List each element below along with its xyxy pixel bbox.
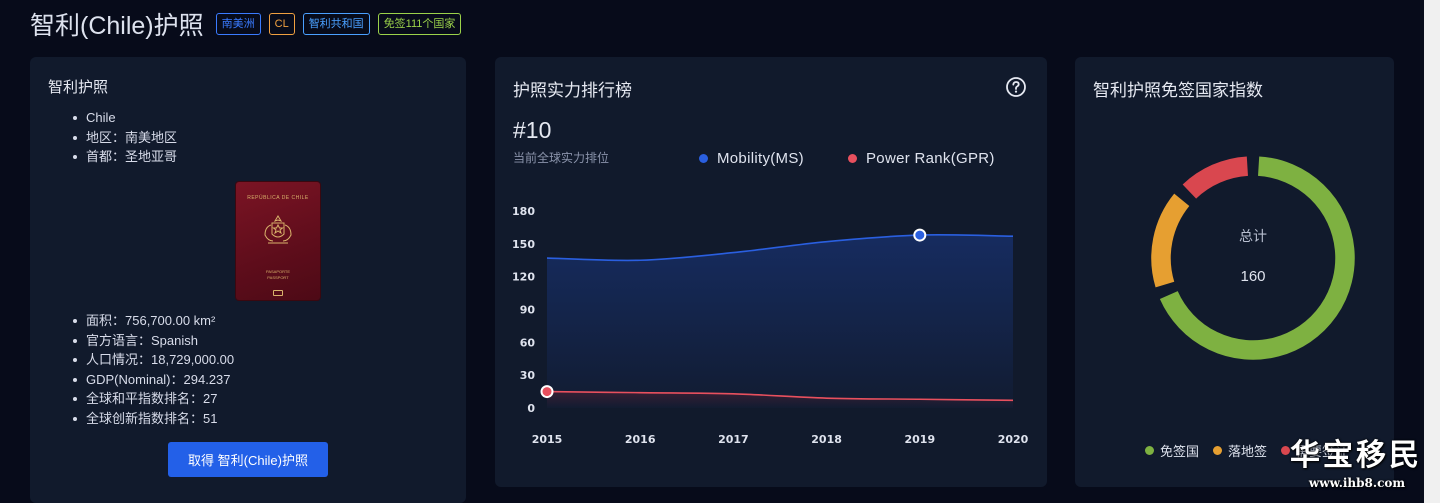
- fact-peace-index: 全球和平指数排名：27: [72, 389, 234, 409]
- tag-continent[interactable]: 南美洲: [215, 13, 261, 35]
- legend-label-mobility: Mobility(MS): [717, 150, 804, 167]
- legend-label-visa-on-arrival: 落地签: [1228, 444, 1268, 459]
- rank-value: #10: [513, 117, 552, 143]
- get-passport-button[interactable]: 取得 智利(Chile)护照: [168, 442, 328, 477]
- visa-index-title: 智利护照免签国家指数: [1093, 81, 1263, 100]
- facts-top-list: Chile 地区：南美地区 首都：圣地亚哥: [72, 108, 177, 167]
- facts-bottom-list: 面积：756,700.00 km² 官方语言：Spanish 人口情况：18,7…: [72, 311, 234, 429]
- ranking-card: 0 30 60 90 120 150 180 2015 2016 2017 2018 2019 2020…: [495, 57, 1047, 487]
- x-tick-label: 2017: [718, 433, 749, 446]
- question-circle-icon[interactable]: [1005, 76, 1027, 98]
- legend-dot-visa-on-arrival: [1213, 446, 1223, 455]
- fact-capital: 首都：圣地亚哥: [72, 147, 177, 167]
- rank-subtitle: 当前全球实力排位: [513, 151, 610, 165]
- fact-area: 面积：756,700.00 km²: [72, 311, 234, 331]
- passport-label-en: PASSPORT: [267, 275, 289, 280]
- legend-label-visa-required: 需要签证: [1296, 444, 1349, 459]
- y-tick-label: 30: [520, 369, 536, 382]
- y-tick-label: 180: [512, 205, 535, 218]
- fact-language: 官方语言：Spanish: [72, 331, 234, 351]
- passport-info-title: 智利护照: [48, 79, 109, 96]
- passport-cover-text: REPÚBLICA DE CHILE: [247, 195, 309, 201]
- tag-country-name[interactable]: 智利共和国: [302, 13, 370, 35]
- legend-item-visa-required[interactable]: 需要签证: [1281, 441, 1348, 460]
- legend-item-power-rank[interactable]: Power Rank(GPR): [848, 150, 995, 167]
- series-line: [546, 234, 1014, 262]
- donut-center-value: 160: [1240, 268, 1265, 285]
- legend-item-mobility[interactable]: Mobility(MS): [699, 150, 804, 167]
- fact-population: 人口情况：18,729,000.00: [72, 350, 234, 370]
- y-tick-label: 150: [512, 238, 535, 251]
- y-tick-label: 0: [527, 402, 535, 415]
- series-area: [547, 391, 1013, 408]
- visa-index-card: 总计 160 智利护照免签国家指数 免签国 落地签 需要签证: [1075, 57, 1394, 487]
- donut-segment[interactable]: [1159, 156, 1355, 360]
- x-tick-label: 2016: [625, 433, 656, 446]
- passport-label-es: PASAPORTE: [265, 269, 291, 274]
- series-point: [540, 385, 554, 399]
- watermark-url: www.ihb8.com: [1308, 476, 1406, 490]
- legend-label-power-rank: Power Rank(GPR): [866, 150, 995, 167]
- donut-segment[interactable]: [1151, 193, 1190, 288]
- legend-item-visa-on-arrival[interactable]: 落地签: [1213, 441, 1267, 460]
- page-scrollbar[interactable]: [1424, 0, 1440, 503]
- x-tick-label: 2020: [998, 433, 1029, 446]
- passport-info-card: 智利护照 Chile 地区：南美地区 首都：圣地亚哥 REPÚBLICA DE …: [30, 57, 466, 503]
- donut-segment[interactable]: [1182, 156, 1249, 199]
- fact-region: 地区：南美地区: [72, 128, 177, 148]
- biometric-chip-icon: [273, 290, 283, 296]
- page-title: 智利(Chile)护照: [30, 12, 204, 40]
- y-tick-label: 90: [520, 304, 536, 317]
- fact-gdp: GDP(Nominal)：294.237: [72, 370, 234, 390]
- x-tick-label: 2019: [904, 433, 935, 446]
- legend-dot-visa-required: [1281, 446, 1291, 455]
- visa-donut-chart: 总计 160: [1151, 156, 1355, 360]
- watermark-text: 华宝移民: [1290, 438, 1422, 473]
- ranking-title: 护照实力排行榜: [513, 81, 632, 100]
- fact-innovation-index: 全球创新指数排名：51: [72, 409, 234, 429]
- y-tick-label: 60: [520, 336, 536, 349]
- series-line: [546, 390, 1014, 402]
- y-tick-label: 120: [512, 271, 535, 284]
- series-area: [547, 234, 1013, 408]
- legend-item-visa-free[interactable]: 免签国: [1145, 441, 1199, 460]
- ranking-chart: 0 30 60 90 120 150 180 2015 2016 2017 2018 2019 2020: [512, 205, 1029, 446]
- legend-label-visa-free: 免签国: [1160, 444, 1200, 459]
- fact-country: Chile: [72, 108, 177, 128]
- x-tick-label: 2018: [811, 433, 842, 446]
- donut-center-label: 总计: [1239, 228, 1267, 244]
- x-tick-label: 2015: [532, 433, 563, 446]
- legend-dot-mobility: [699, 154, 708, 163]
- tag-visa-free[interactable]: 免签111个国家: [377, 13, 462, 35]
- legend-dot-power-rank: [848, 154, 857, 163]
- coat-of-arms-icon: [264, 215, 292, 244]
- donut-legend: 免签国 落地签 需要签证: [1145, 441, 1348, 460]
- legend-dot-visa-free: [1145, 446, 1154, 455]
- page-header: 智利(Chile)护照 南美洲 CL 智利共和国 免签111个国家: [30, 8, 462, 40]
- passport-image: REPÚBLICA DE CHILE PASAPORTE PASSPORT: [236, 182, 320, 300]
- passport-label-text: PASAPORTE PASSPORT: [236, 269, 320, 281]
- site-watermark: 华宝移民 www.ihb8.com: [1290, 436, 1424, 496]
- tag-country-code[interactable]: CL: [268, 13, 295, 35]
- series-point: [913, 228, 927, 242]
